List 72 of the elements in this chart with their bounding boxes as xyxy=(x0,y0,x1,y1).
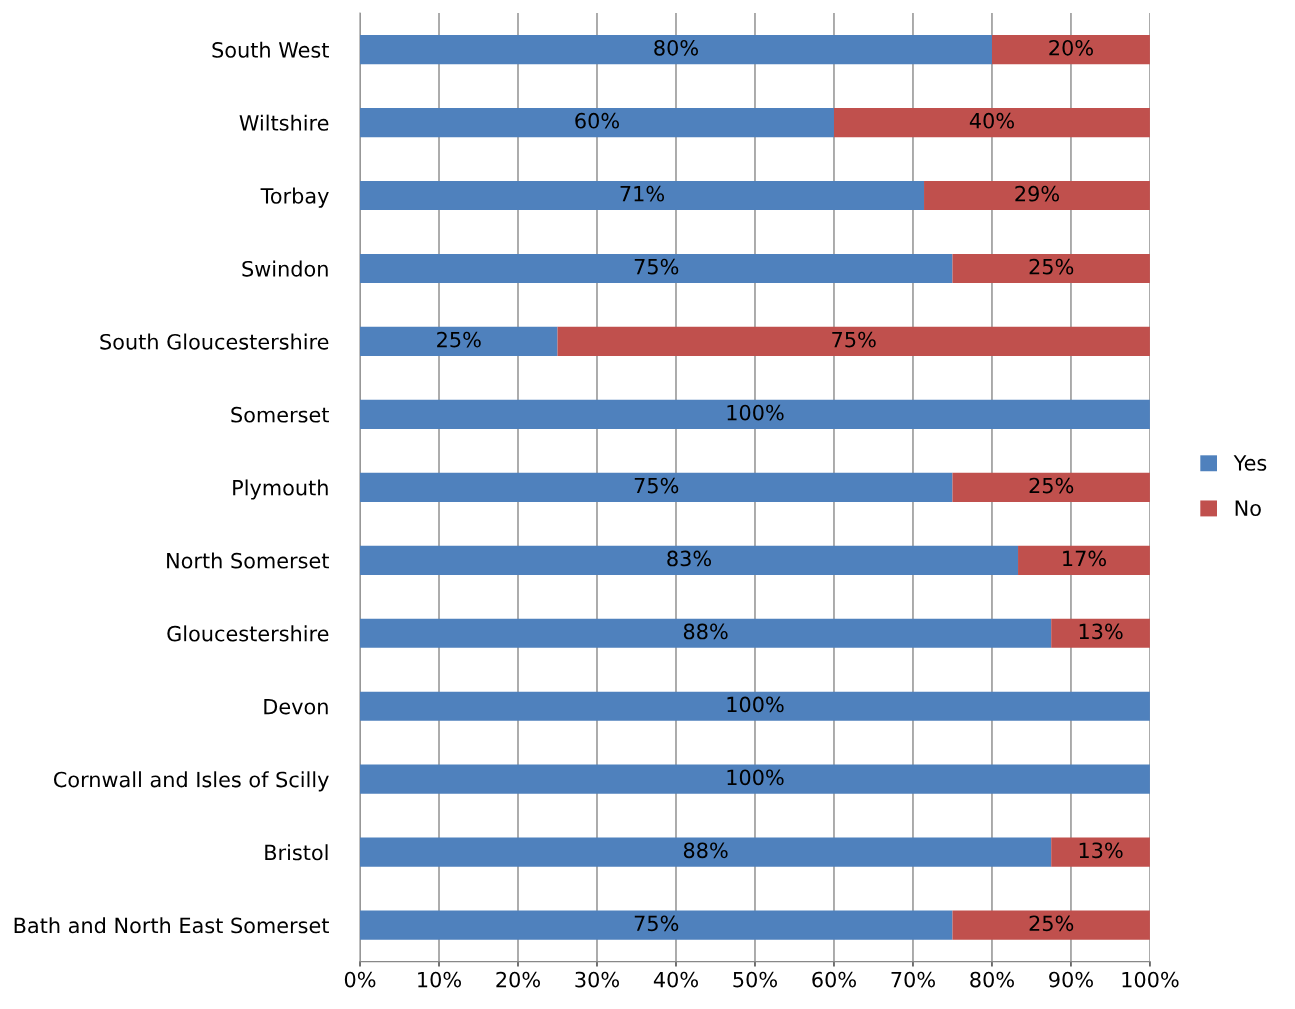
x-tick-label: 0% xyxy=(344,971,376,988)
bar xyxy=(952,472,1150,502)
x-tick-label: 100% xyxy=(1122,971,1179,988)
bar xyxy=(360,326,558,357)
data-label: 25% xyxy=(1029,915,1074,932)
data-label: 88% xyxy=(683,623,728,640)
y-tick-label: Wiltshire xyxy=(239,114,329,131)
bar xyxy=(360,107,834,138)
data-label: 75% xyxy=(634,258,679,275)
bar xyxy=(1018,545,1150,575)
data-label: 88% xyxy=(683,842,728,859)
y-tick-label: Cornwall and Isles of Scilly xyxy=(53,771,329,792)
data-label: 29% xyxy=(1015,185,1059,202)
y-tick-label: Swindon xyxy=(242,260,328,277)
bar xyxy=(360,910,953,940)
data-label: 60% xyxy=(575,112,619,129)
bar xyxy=(1051,618,1150,648)
x-tick-label: 10% xyxy=(418,971,462,988)
x-tick-label: 50% xyxy=(733,971,777,988)
x-tick-label: 30% xyxy=(575,971,619,988)
data-label: 83% xyxy=(667,550,712,567)
data-label: 13% xyxy=(1079,623,1123,640)
data-label: 75% xyxy=(832,331,876,348)
x-tick-label: 40% xyxy=(653,971,698,988)
x-tick-label: 70% xyxy=(891,971,935,988)
bar xyxy=(360,618,1052,648)
data-label: 100% xyxy=(727,404,784,421)
y-tick-label: Devon xyxy=(264,698,328,715)
x-tick-label: 20% xyxy=(496,971,540,988)
data-label: 25% xyxy=(437,331,481,348)
bar xyxy=(924,180,1150,211)
data-label: 40% xyxy=(969,112,1014,129)
data-label: 13% xyxy=(1079,842,1123,859)
data-label: 25% xyxy=(1029,258,1074,275)
bar xyxy=(557,326,1150,357)
y-tick-label: North Somerset xyxy=(167,552,329,569)
data-label: 75% xyxy=(634,477,679,494)
bar xyxy=(952,253,1150,284)
legend-label: No xyxy=(1235,500,1261,516)
y-tick-label: Bath and North East Somerset xyxy=(14,917,329,934)
bar xyxy=(360,180,925,211)
y-tick-label: Gloucestershire xyxy=(167,625,329,642)
y-tick-label: Somerset xyxy=(231,406,329,423)
bar xyxy=(360,691,1150,721)
x-tick-label: 60% xyxy=(812,971,856,988)
bar xyxy=(833,107,1150,138)
bar xyxy=(360,472,953,502)
data-label: 25% xyxy=(1029,477,1074,494)
bar xyxy=(360,35,992,65)
y-tick-label: South Gloucestershire xyxy=(100,333,329,350)
data-label: 80% xyxy=(654,39,698,56)
y-tick-label: Plymouth xyxy=(233,479,328,500)
data-label: 17% xyxy=(1063,550,1106,567)
data-label: 100% xyxy=(727,696,784,713)
data-label: 75% xyxy=(634,915,679,932)
y-tick-label: Torbay xyxy=(260,187,329,208)
bar xyxy=(360,837,1052,867)
y-tick-label: Bristol xyxy=(265,844,328,861)
bar xyxy=(360,545,1019,575)
x-tick-label: 90% xyxy=(1049,971,1093,988)
data-label: 100% xyxy=(727,769,784,786)
bar xyxy=(1051,837,1150,867)
bar xyxy=(360,399,1150,429)
bar xyxy=(991,35,1150,65)
bar xyxy=(952,910,1150,940)
bar xyxy=(360,764,1150,794)
data-label: 20% xyxy=(1049,39,1093,56)
data-label: 71% xyxy=(620,185,665,202)
bar xyxy=(360,253,953,284)
y-tick-label: South West xyxy=(212,41,329,58)
legend-label: Yes xyxy=(1233,455,1267,471)
x-tick-label: 80% xyxy=(970,971,1014,988)
